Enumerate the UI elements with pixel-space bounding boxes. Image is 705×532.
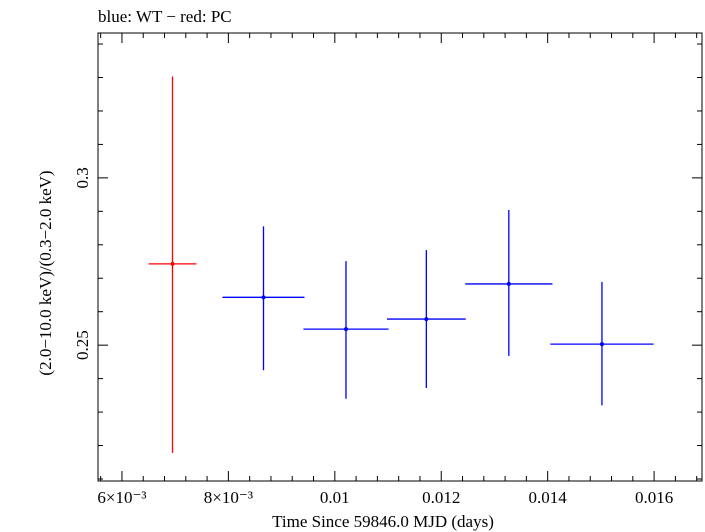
x-tick-label: 0.014: [529, 488, 568, 507]
y-tick-label: 0.25: [73, 330, 92, 360]
x-tick-label: 0.016: [635, 488, 673, 507]
x-tick-label: 0.01: [320, 488, 350, 507]
data-marks: [148, 76, 654, 453]
x-tick-label: 6×10⁻³: [97, 488, 146, 507]
y-axis-label: (2.0−10.0 keV)/(0.3−2.0 keV): [36, 170, 55, 375]
y-tick-label: 0.3: [73, 167, 92, 188]
axis-ticks: 6×10⁻³ 8×10⁻³ 0.01 0.012 0.014 0.016 0.25 0.3: [73, 33, 702, 507]
x-axis-label: Time Since 59846.0 MJD (days): [272, 512, 494, 531]
data-point: [599, 342, 604, 347]
x-tick-label: 8×10⁻³: [204, 488, 253, 507]
data-point: [424, 317, 429, 322]
data-point: [343, 327, 348, 332]
x-tick-label: 0.012: [422, 488, 460, 507]
chart-title: blue: WT − red: PC: [98, 7, 232, 26]
data-point: [170, 261, 175, 266]
data-point: [506, 281, 511, 286]
plot-frame: [97, 32, 703, 482]
data-point: [261, 295, 266, 300]
